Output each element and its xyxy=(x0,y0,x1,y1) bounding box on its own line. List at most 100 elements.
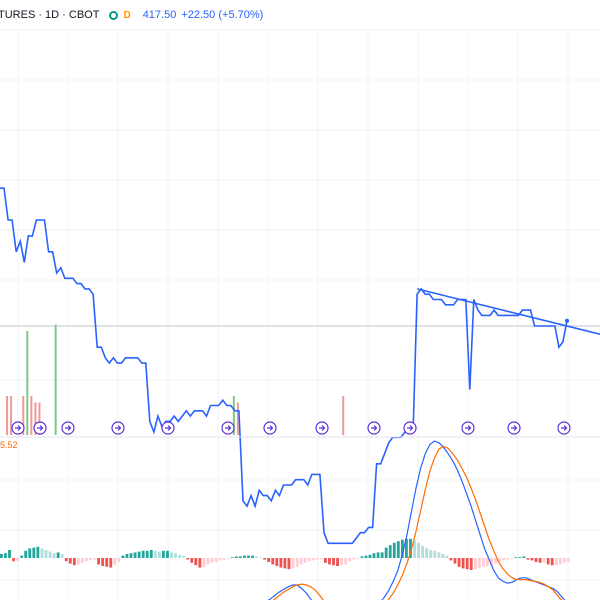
histogram-bar xyxy=(352,558,356,560)
rollover-icon-arrow xyxy=(267,425,274,431)
histogram-bar xyxy=(190,558,194,563)
histogram-bar xyxy=(214,558,218,562)
histogram-bar xyxy=(287,558,291,570)
histogram-bar xyxy=(141,550,145,558)
rollover-icon[interactable] xyxy=(403,421,417,435)
histogram-bar xyxy=(526,558,530,560)
data-badge: D xyxy=(123,9,131,21)
histogram-bar xyxy=(72,558,76,566)
rollover-icon[interactable] xyxy=(221,421,235,435)
histogram-bar xyxy=(388,545,392,558)
histogram-bar xyxy=(93,558,96,560)
histogram-bar xyxy=(162,550,165,558)
rollover-icon[interactable] xyxy=(315,421,329,435)
histogram-bar xyxy=(267,558,271,562)
histogram-bar xyxy=(89,558,92,561)
histogram-bar xyxy=(129,553,133,558)
histogram-bar xyxy=(315,558,319,560)
last-price-marker xyxy=(565,318,569,323)
rollover-icon-arrow xyxy=(319,425,326,431)
histogram-bar xyxy=(542,558,546,563)
histogram-bar xyxy=(283,558,287,569)
histogram-bar xyxy=(311,558,315,561)
histogram-bar xyxy=(550,558,554,566)
histogram-bar xyxy=(307,558,311,562)
rollover-icon-arrow xyxy=(407,425,414,431)
histogram-bar xyxy=(498,558,501,562)
volume-bar xyxy=(30,396,33,435)
histogram-bar xyxy=(16,558,20,562)
rollover-icon-arrow xyxy=(465,425,472,431)
rollover-icon-arrow xyxy=(37,425,44,431)
rollover-icon[interactable] xyxy=(111,421,125,435)
histogram-bar xyxy=(263,558,267,560)
histogram-bar xyxy=(530,558,534,561)
histogram-bar xyxy=(538,558,542,563)
volume-bar xyxy=(232,396,235,435)
rollover-icon[interactable] xyxy=(11,421,25,435)
histogram-bar xyxy=(117,558,121,562)
histogram-bar xyxy=(247,555,250,558)
histogram-bar xyxy=(271,558,275,565)
histogram-bar xyxy=(60,554,64,558)
histogram-bar xyxy=(413,540,416,558)
histogram-bar xyxy=(449,558,453,561)
histogram-bar xyxy=(166,550,169,558)
histogram-bar xyxy=(546,558,550,565)
histogram-bar xyxy=(149,550,153,558)
histogram-bar xyxy=(40,548,44,558)
volume-bar xyxy=(6,396,9,435)
histogram-bar xyxy=(153,550,157,558)
histogram-bar xyxy=(502,558,506,561)
histogram-bar xyxy=(340,558,344,566)
rollover-icon[interactable] xyxy=(461,421,475,435)
histogram-bar xyxy=(275,558,279,566)
rollover-icon[interactable] xyxy=(263,421,277,435)
histogram-bar xyxy=(396,541,400,558)
histogram-bar xyxy=(32,547,36,558)
histogram-bar xyxy=(97,558,101,565)
symbol-title[interactable]: TURES · 1D · CBOT xyxy=(0,9,100,21)
rollover-icon-arrow xyxy=(115,425,122,431)
histogram-bar xyxy=(409,538,412,558)
histogram-bar xyxy=(328,558,331,565)
histogram-bar xyxy=(24,550,28,558)
histogram-bar xyxy=(251,555,254,558)
histogram-bar xyxy=(567,558,570,562)
histogram-bar xyxy=(490,558,493,566)
histogram-bar xyxy=(473,558,477,570)
histogram-bar xyxy=(360,556,364,558)
histogram-bar xyxy=(445,555,449,558)
histogram-bar xyxy=(506,558,510,560)
histogram-bar xyxy=(105,558,109,567)
volume-spikes xyxy=(6,324,345,435)
price-series-line[interactable] xyxy=(0,187,568,545)
histogram-bar xyxy=(218,558,222,561)
rollover-icon[interactable] xyxy=(557,421,571,435)
event-icons-row xyxy=(11,421,571,435)
chart-header: TURES · 1D · CBOT D 417.50 +22.50 (+5.70… xyxy=(0,0,600,30)
histogram-bar xyxy=(522,556,526,558)
rollover-icon[interactable] xyxy=(507,421,521,435)
histogram-bar xyxy=(230,557,234,558)
histogram-bar xyxy=(28,548,32,558)
histogram-bar xyxy=(291,558,295,569)
histogram-bar xyxy=(186,558,190,560)
rollover-icon[interactable] xyxy=(33,421,47,435)
rollover-icon[interactable] xyxy=(367,421,381,435)
rollover-icon[interactable] xyxy=(161,421,175,435)
histogram-bar xyxy=(457,558,461,567)
volume-bar xyxy=(54,324,57,435)
rollover-icon[interactable] xyxy=(61,421,75,435)
histogram-bar xyxy=(429,550,433,558)
histogram-bar xyxy=(469,558,473,570)
histogram-bar xyxy=(562,558,566,563)
market-status-icon xyxy=(109,10,119,20)
histogram-bar xyxy=(174,553,177,558)
trendline-drawing[interactable] xyxy=(416,288,600,335)
volume-bar xyxy=(34,402,37,435)
histogram-bar xyxy=(554,558,558,566)
histogram-bar xyxy=(319,558,323,559)
histogram-bar xyxy=(384,547,388,558)
